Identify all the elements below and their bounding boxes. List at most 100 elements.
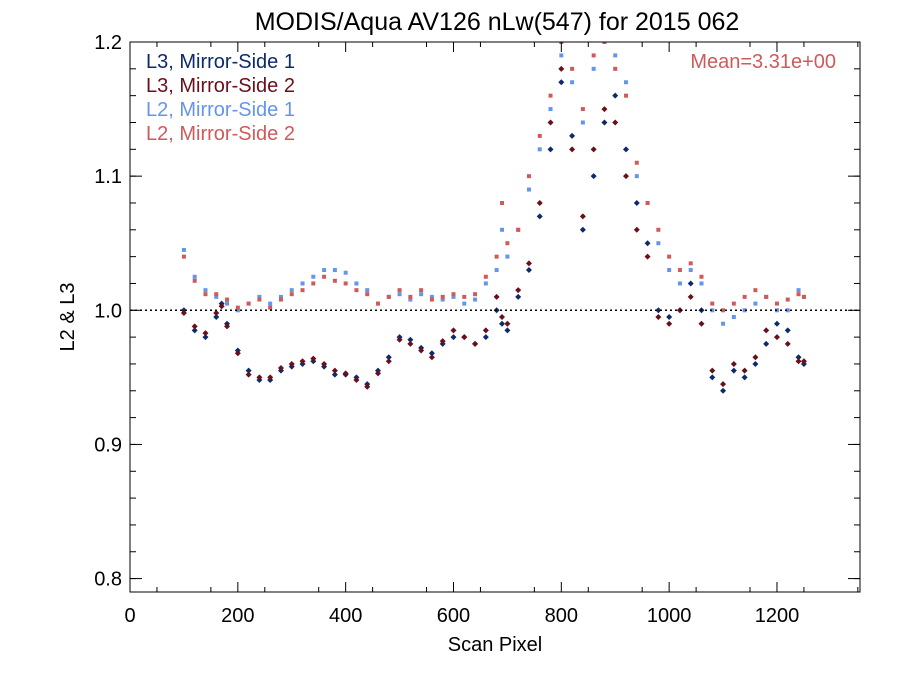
data-point (785, 297, 790, 302)
data-point (602, 42, 607, 44)
data-point (493, 293, 500, 300)
data-point (396, 336, 403, 343)
x-axis-title: Scan Pixel (448, 634, 543, 656)
data-point (784, 327, 791, 334)
data-point (795, 354, 802, 361)
data-point (655, 307, 662, 314)
data-point (547, 146, 554, 153)
data-point (203, 292, 208, 297)
data-point (763, 340, 770, 347)
data-point (590, 173, 597, 180)
data-point (537, 133, 542, 138)
data-point (300, 288, 305, 293)
data-point (180, 309, 187, 316)
data-point (558, 65, 565, 72)
legend-entry: L2, Mirror-Side 2 (146, 123, 295, 145)
data-point (288, 360, 295, 367)
data-point (720, 381, 727, 388)
data-point (667, 254, 672, 259)
data-point (525, 260, 532, 267)
data-point (773, 320, 780, 327)
data-point (580, 120, 585, 125)
data-point (548, 93, 553, 98)
data-point (656, 241, 661, 246)
data-point (710, 301, 715, 306)
data-point (408, 294, 413, 299)
legend-entry: L2, Mirror-Side 1 (146, 99, 295, 121)
data-point (721, 308, 726, 313)
data-point (559, 53, 564, 58)
data-point (482, 334, 489, 341)
data-point (688, 261, 693, 266)
data-point (526, 187, 531, 192)
data-point (397, 288, 402, 293)
data-point (580, 107, 585, 112)
data-point (547, 119, 554, 126)
data-point (289, 288, 294, 293)
data-point (634, 174, 639, 179)
data-point (504, 320, 511, 327)
legend: L3, Mirror-Side 1L3, Mirror-Side 2L2, Mi… (146, 51, 295, 145)
data-point (203, 288, 208, 293)
data-point (612, 92, 619, 99)
data-point (256, 374, 263, 381)
data-point (569, 146, 576, 153)
y-tick-label: 1.0 (94, 300, 122, 322)
data-point (795, 358, 802, 365)
data-point (214, 292, 219, 297)
data-point (601, 106, 608, 113)
data-point (558, 79, 565, 86)
data-point (202, 334, 209, 341)
data-point (800, 358, 807, 365)
data-point (504, 327, 511, 334)
data-point (311, 281, 316, 286)
data-point (796, 288, 801, 293)
data-point (439, 338, 446, 345)
plot-frame (129, 41, 861, 593)
data-point (764, 294, 769, 299)
data-point (753, 301, 758, 306)
data-point (644, 240, 651, 247)
data-point (428, 354, 435, 361)
data-point (267, 374, 274, 381)
data-point (784, 340, 791, 347)
data-point (709, 374, 716, 381)
data-point (235, 305, 240, 310)
data-point (451, 292, 456, 297)
data-point (634, 160, 639, 165)
data-point (343, 270, 348, 275)
data-point (440, 294, 445, 299)
data-point (245, 367, 252, 374)
legend-entry: L3, Mirror-Side 2 (146, 75, 295, 97)
data-point (623, 173, 630, 180)
data-point (500, 200, 505, 205)
data-point (666, 320, 673, 327)
legend-entry: L3, Mirror-Side 1 (146, 51, 295, 73)
data-point (677, 268, 682, 273)
data-point (224, 323, 231, 330)
data-point (450, 334, 457, 341)
data-point (429, 294, 434, 299)
data-point (472, 340, 479, 347)
data-point (569, 132, 576, 139)
data-point (570, 66, 575, 71)
data-point (428, 350, 435, 357)
data-point (720, 387, 727, 394)
data-point (741, 367, 748, 374)
data-point (483, 274, 488, 279)
data-point (218, 303, 225, 310)
data-point (752, 354, 759, 361)
data-point (376, 301, 381, 306)
x-tick-label: 200 (221, 605, 254, 627)
data-point (440, 297, 445, 302)
data-point (321, 360, 328, 367)
data-point (500, 227, 505, 232)
data-point (473, 292, 478, 297)
data-point (257, 294, 262, 299)
y-axis-title: L2 & L3 (57, 283, 79, 352)
data-point (613, 66, 618, 71)
data-point (408, 297, 413, 302)
chart-title: MODIS/Aqua AV126 nLw(547) for 2015 062 (255, 8, 740, 36)
data-point (235, 308, 240, 313)
